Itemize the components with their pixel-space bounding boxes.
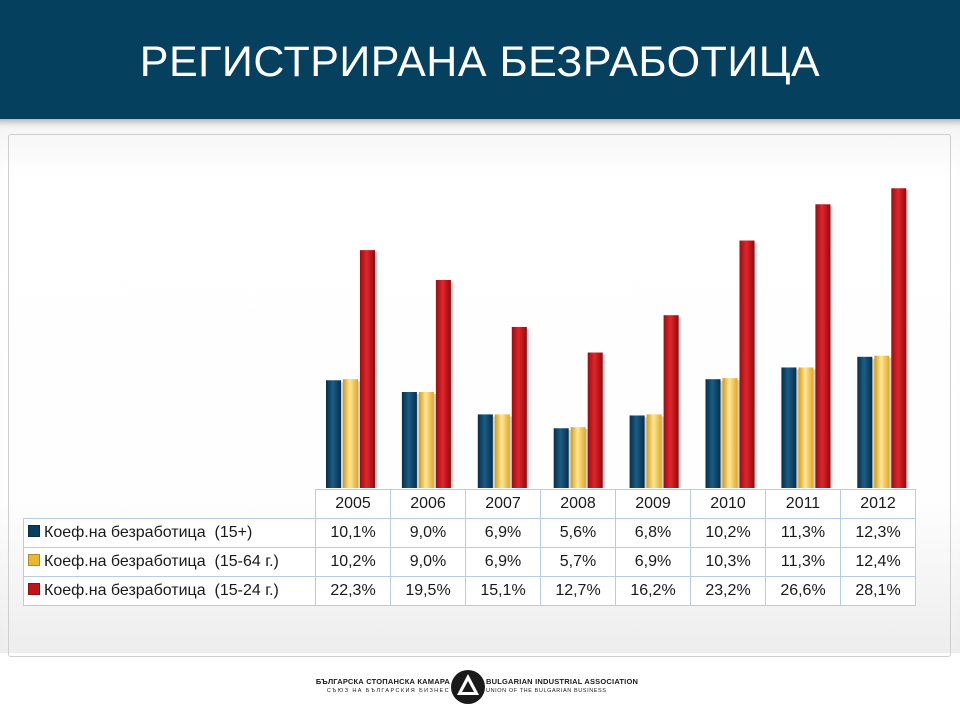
table-cell: 12,3%: [840, 518, 916, 548]
table-cell: 22,3%: [315, 576, 391, 606]
bar-15-24-2011: [815, 204, 831, 488]
table-cell: 10,1%: [315, 518, 391, 548]
legend-key-gold: [28, 554, 40, 566]
bar-15plus-2011: [781, 367, 797, 488]
bar-15-24-2009: [663, 315, 679, 488]
bar-15plus-2009: [629, 415, 645, 488]
title-bar: РЕГИСТРИРАНА БЕЗРАБОТИЦА: [0, 0, 960, 119]
legend-key-navy: [28, 525, 40, 537]
bar-15-64-2008: [570, 427, 586, 488]
year-2008: 2008: [540, 489, 616, 519]
table-cell: 9,0%: [390, 518, 466, 548]
bar-15-64-2005: [343, 379, 358, 488]
series-name: Коеф.на безработица (15-64 г.): [44, 553, 279, 570]
table-cell: 5,7%: [540, 547, 616, 577]
series-name: Коеф.на безработица (15-24 г.): [44, 582, 279, 599]
org-bg-line2: СЪЮЗ НА БЪЛГАРСКИЯ БИЗНЕС: [326, 688, 450, 694]
table-cell: 6,9%: [615, 547, 691, 577]
table-cell: 6,8%: [615, 518, 691, 548]
table-cell: 12,4%: [840, 547, 916, 577]
bar-15plus-2007: [477, 414, 493, 488]
table-cell: 11,3%: [765, 547, 841, 577]
bar-15-24-2008: [587, 352, 603, 488]
org-name-bg: БЪЛГАРСКА СТОПАНСКА КАМАРА СЪЮЗ НА БЪЛГА…: [290, 677, 450, 694]
year-2011: 2011: [765, 489, 841, 519]
table-cell: 11,3%: [765, 518, 841, 548]
bar-15plus-2010: [705, 379, 721, 488]
org-name-en: BULGARIAN INDUSTRIAL ASSOCIATION UNION O…: [486, 677, 646, 694]
table-row: Коеф.на безработица (15-64 г.) 10,2% 9,0…: [23, 547, 916, 577]
table-row: Коеф.на безработица (15-24 г.) 22,3% 19,…: [23, 576, 916, 606]
org-en-line1: BULGARIAN INDUSTRIAL ASSOCIATION: [486, 677, 639, 686]
legend-key-red: [28, 583, 40, 595]
table-cell: 10,3%: [690, 547, 766, 577]
bar-15plus-2008: [553, 428, 569, 488]
year-2006: 2006: [390, 489, 466, 519]
table-row: Коеф.на безработица (15+) 10,1% 9,0% 6,9…: [23, 518, 916, 548]
data-table: 2005 2006 2007 2008 2009 2010 2011 2012 …: [23, 489, 916, 606]
table-cell: 9,0%: [390, 547, 466, 577]
bar-15-64-2012: [874, 355, 890, 488]
table-cell: 10,2%: [690, 518, 766, 548]
bar-15-64-2011: [798, 367, 814, 488]
bar-15-64-2006: [418, 392, 434, 488]
series-label-15plus: Коеф.на безработица (15+): [23, 518, 316, 548]
year-2012: 2012: [840, 489, 916, 519]
table-cell: 6,9%: [465, 518, 541, 548]
bar-15plus-2005: [326, 380, 341, 488]
bar-15-24-2007: [511, 326, 527, 488]
year-2007: 2007: [465, 489, 541, 519]
table-cell: 23,2%: [690, 576, 766, 606]
series-name: Коеф.на безработица (15+): [44, 524, 253, 541]
year-2009: 2009: [615, 489, 691, 519]
table-cell: 26,6%: [765, 576, 841, 606]
bar-15-24-2012: [891, 188, 907, 488]
table-cell: 6,9%: [465, 547, 541, 577]
bar-15-24-2010: [739, 240, 755, 488]
table-cell: 10,2%: [315, 547, 391, 577]
year-2010: 2010: [690, 489, 766, 519]
table-header-row: 2005 2006 2007 2008 2009 2010 2011 2012: [24, 489, 916, 519]
chart-frame: [8, 134, 951, 657]
bar-15-64-2007: [494, 414, 510, 488]
bar-15plus-2006: [401, 392, 417, 488]
table-cell: 5,6%: [540, 518, 616, 548]
series-label-15-24: Коеф.на безработица (15-24 г.): [23, 576, 316, 606]
table-cell: 15,1%: [465, 576, 541, 606]
table-cell: 16,2%: [615, 576, 691, 606]
bar-15-64-2010: [722, 378, 738, 488]
series-label-15-64: Коеф.на безработица (15-64 г.): [23, 547, 316, 577]
footer-logo: БЪЛГАРСКА СТОПАНСКА КАМАРА СЪЮЗ НА БЪЛГА…: [290, 663, 638, 713]
bar-15-24-2006: [435, 280, 451, 488]
table-cell: 19,5%: [390, 576, 466, 606]
bia-emblem-icon: [451, 670, 485, 704]
org-en-line2: UNION OF THE BULGARIAN BUSINESS: [486, 688, 607, 694]
year-2005: 2005: [315, 489, 391, 519]
bar-15plus-2012: [857, 356, 873, 488]
table-cell: 12,7%: [540, 576, 616, 606]
org-bg-line1: БЪЛГАРСКА СТОПАНСКА КАМАРА: [315, 677, 450, 686]
table-cell: 28,1%: [840, 576, 916, 606]
bar-15-64-2009: [646, 414, 662, 488]
bar-15-24-2005: [360, 250, 375, 488]
slide-title: РЕГИСТРИРАНА БЕЗРАБОТИЦА: [139, 38, 821, 86]
